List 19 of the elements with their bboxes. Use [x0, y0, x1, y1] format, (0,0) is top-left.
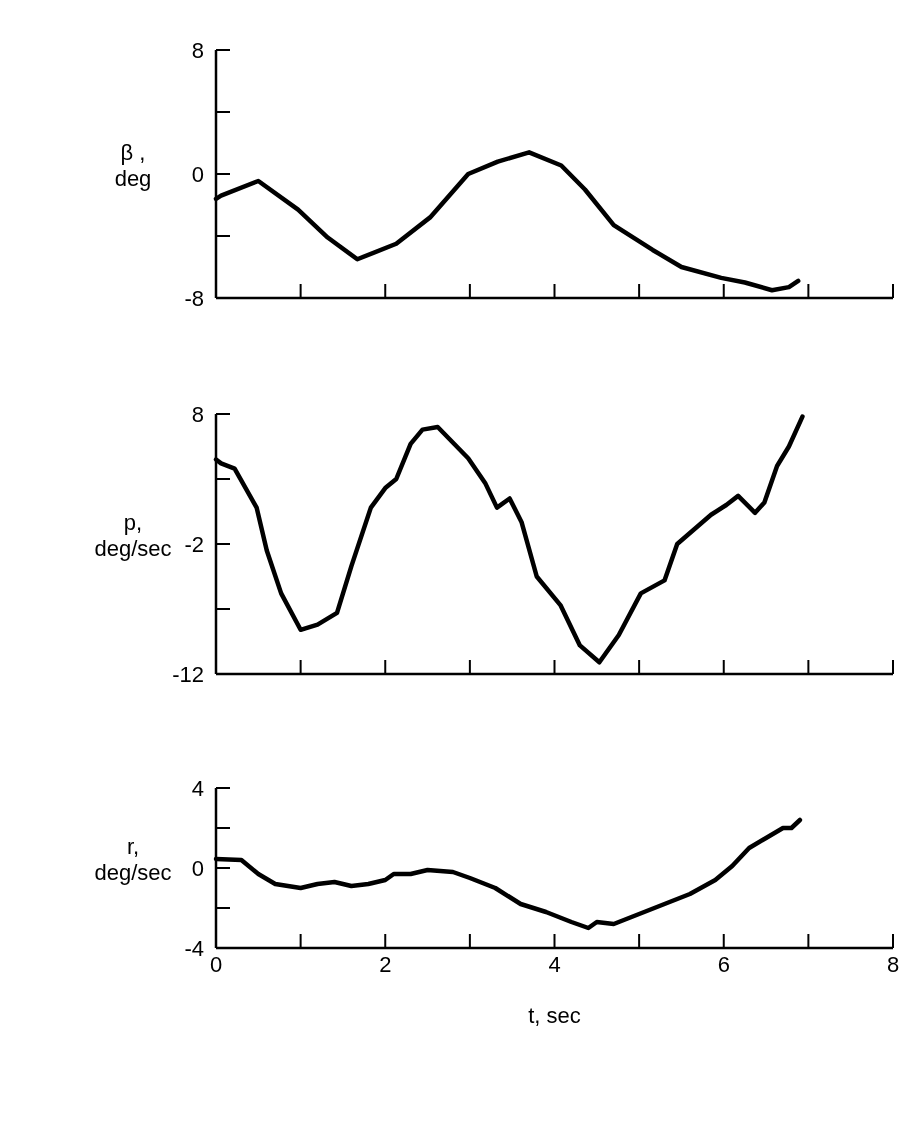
x-tick-label: 2: [379, 952, 392, 977]
x-tick-label: 4: [548, 952, 561, 977]
x-tick-label: 0: [209, 952, 223, 977]
y-axis-title: β , deg: [114, 140, 152, 191]
y-tick-label: 4: [191, 775, 204, 801]
y-tick-label: 0: [191, 855, 204, 881]
y-tick-label: -4: [184, 935, 204, 961]
y-tick-label: -12: [172, 661, 204, 687]
y-tick-label: 8: [191, 37, 204, 63]
x-tick-label: 8: [886, 952, 900, 977]
y-tick-label: 8: [191, 401, 204, 427]
y-axis-title: r, deg/sec: [94, 834, 172, 885]
y-tick-label: 0: [191, 161, 204, 187]
x-axis-title: t, sec: [528, 1003, 581, 1028]
y-axis-title: p, deg/sec: [94, 510, 172, 561]
y-tick-label: -2: [184, 531, 204, 557]
y-tick-label: -8: [184, 285, 204, 311]
line-series: [213, 414, 805, 665]
x-tick-label: 6: [717, 952, 730, 977]
